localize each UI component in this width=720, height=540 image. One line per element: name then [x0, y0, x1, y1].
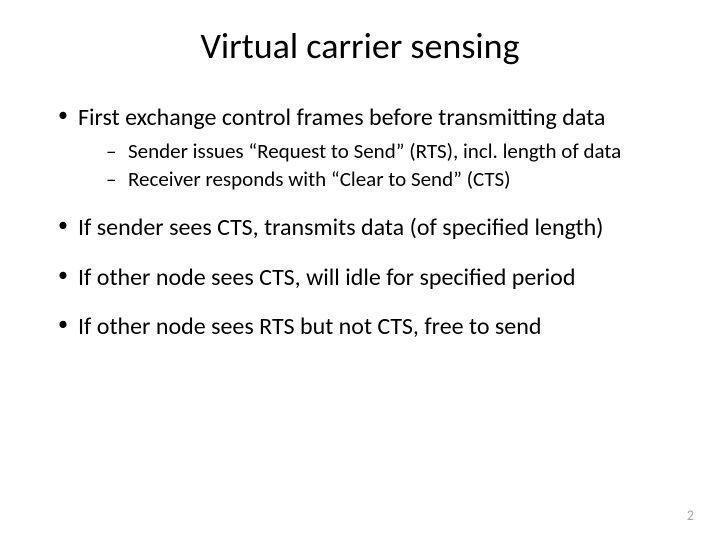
bullet-text: If other node sees CTS, will idle for sp… [78, 263, 575, 292]
sub-bullet-item: Receiver responds with “Clear to Send” (… [106, 166, 680, 192]
bullet-text: If sender sees CTS, transmits data (of s… [78, 213, 603, 242]
bullet-item: First exchange control frames before tra… [58, 104, 680, 192]
bullet-text: First exchange control frames before tra… [78, 103, 605, 132]
bullet-item: If sender sees CTS, transmits data (of s… [58, 214, 680, 242]
page-number: 2 [687, 507, 694, 524]
slide: Virtual carrier sensing First exchange c… [0, 0, 720, 540]
bullet-item: If other node sees CTS, will idle for sp… [58, 264, 680, 292]
bullet-item: If other node sees RTS but not CTS, free… [58, 313, 680, 341]
bullet-text: If other node sees RTS but not CTS, free… [78, 312, 541, 341]
slide-body: First exchange control frames before tra… [40, 104, 680, 341]
sub-bullet-item: Sender issues “Request to Send” (RTS), i… [106, 138, 680, 164]
slide-title: Virtual carrier sensing [40, 24, 680, 68]
sub-bullet-text: Receiver responds with “Clear to Send” (… [128, 166, 510, 192]
sub-bullet-list: Sender issues “Request to Send” (RTS), i… [78, 138, 680, 193]
bullet-list: First exchange control frames before tra… [40, 104, 680, 341]
sub-bullet-text: Sender issues “Request to Send” (RTS), i… [128, 138, 621, 164]
